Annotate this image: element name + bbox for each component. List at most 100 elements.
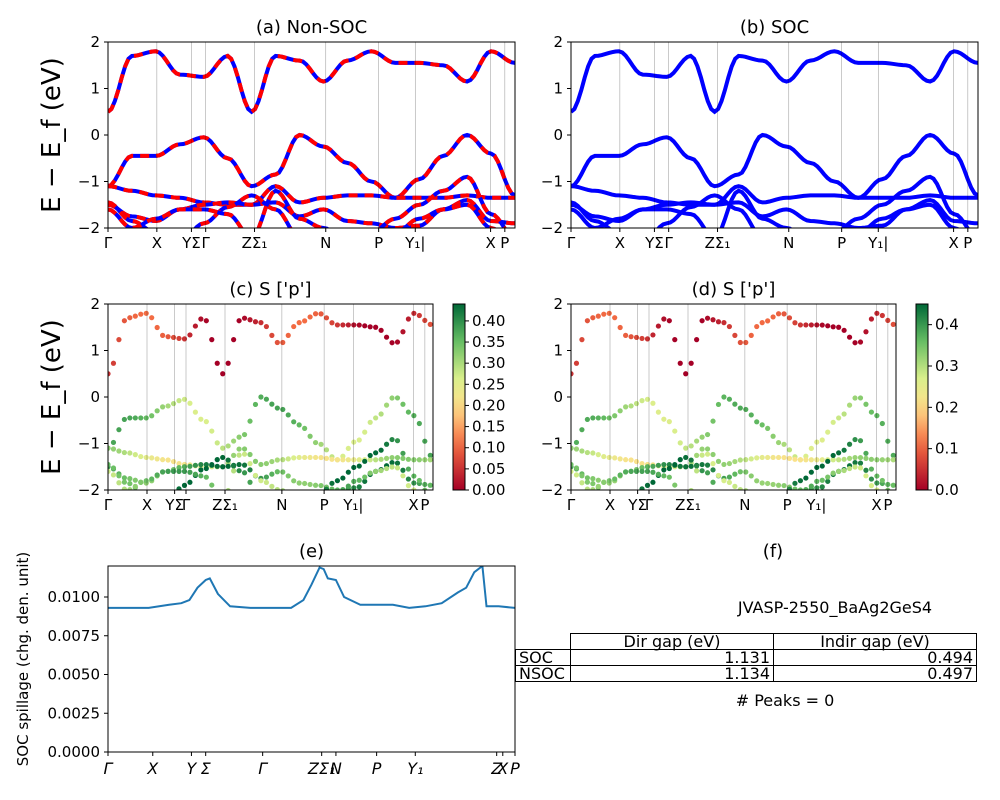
band-point (427, 321, 433, 327)
band-point (108, 445, 111, 451)
band-point (759, 320, 765, 326)
band-point (236, 461, 242, 468)
band-point (797, 487, 804, 490)
colorbar-tick-label: 0.25 (472, 375, 505, 393)
band-point (759, 480, 765, 486)
band-point (666, 419, 672, 425)
band-point (225, 457, 231, 463)
band-point (274, 469, 280, 475)
band-point (252, 401, 259, 408)
band-point (323, 486, 330, 490)
band-line (108, 188, 497, 228)
band-point (825, 429, 831, 435)
band-point (857, 438, 864, 444)
band-point (345, 457, 351, 463)
band-point (595, 483, 601, 489)
band-point (231, 463, 237, 469)
band-point (644, 464, 651, 470)
colorbar-tick-label: 0.4 (935, 316, 959, 334)
x-tick-label: P (374, 234, 383, 252)
band-point (378, 467, 384, 474)
band-point (650, 469, 656, 475)
band-point (754, 455, 760, 461)
band-point (187, 332, 193, 338)
band-point (661, 473, 667, 479)
band-point (176, 460, 182, 467)
band-point (661, 467, 667, 473)
band-point (225, 487, 231, 490)
band-point (606, 310, 612, 316)
y-axis-label: E − E_f (eV) (37, 319, 67, 475)
band-point (710, 451, 716, 458)
band-line (108, 174, 507, 228)
band-point (874, 310, 880, 316)
band-point (231, 438, 237, 444)
band-point (623, 457, 629, 463)
row-label-nsoc: NSOC (515, 665, 571, 682)
band-point (373, 468, 379, 474)
band-point (334, 478, 341, 484)
band-point (416, 420, 422, 427)
band-point (138, 311, 144, 317)
band-point (138, 415, 144, 421)
x-tick-label: Γ (665, 234, 674, 252)
band-point (209, 461, 215, 468)
band-point (214, 463, 220, 469)
band-point (573, 439, 580, 446)
band-point (110, 446, 117, 452)
band-point (170, 400, 177, 407)
band-point (846, 465, 853, 472)
band-point (116, 473, 122, 479)
band-point (726, 323, 733, 330)
x-tick-label: YΣ (164, 496, 184, 514)
band-point (748, 332, 754, 338)
band-point (786, 447, 793, 453)
band-point (672, 428, 678, 434)
band-point (405, 483, 412, 489)
band-point (203, 419, 209, 425)
band-point (885, 481, 891, 488)
band-point (291, 478, 297, 484)
band-point (225, 443, 231, 449)
colorbar-tick-label: 0.3 (935, 357, 959, 375)
band-point (247, 467, 253, 473)
band-point (394, 454, 401, 461)
band-point (170, 468, 177, 474)
band-point (165, 457, 171, 463)
band-point (852, 459, 858, 466)
band-point (571, 371, 574, 377)
band-point (422, 317, 428, 324)
spillage-line (108, 566, 515, 609)
band-point (302, 480, 308, 487)
band-point (890, 452, 896, 458)
band-point (378, 411, 384, 417)
band-point (236, 452, 242, 458)
x-tick-label: Γ (104, 759, 114, 778)
band-point (340, 457, 346, 463)
band-point (198, 316, 204, 322)
band-point (383, 455, 390, 461)
band-point (571, 461, 574, 468)
band-point (868, 483, 875, 489)
band-point (819, 457, 825, 463)
band-point (318, 454, 324, 461)
band-point (127, 450, 133, 456)
band-point (765, 318, 771, 324)
band-point (252, 458, 259, 464)
band-point (427, 482, 433, 488)
band-point (302, 425, 308, 432)
band-point (110, 472, 117, 478)
band-point (836, 457, 842, 463)
x-tick-label: Y₁ (407, 759, 423, 778)
y-tick-label: −1 (78, 435, 100, 453)
band-point (808, 483, 814, 489)
band-point (721, 461, 727, 468)
band-point (127, 486, 133, 490)
band-point (655, 471, 661, 477)
band-point (383, 441, 390, 447)
band-point (781, 454, 787, 461)
band-point (803, 457, 809, 463)
band-point (176, 465, 182, 471)
band-point (874, 487, 880, 490)
